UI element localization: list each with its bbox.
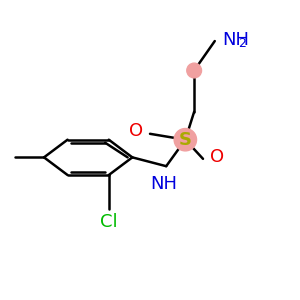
- Text: 2: 2: [238, 37, 246, 50]
- Circle shape: [187, 63, 202, 78]
- Text: Cl: Cl: [100, 213, 118, 231]
- Text: NH: NH: [222, 31, 249, 49]
- Text: NH: NH: [150, 175, 177, 193]
- Circle shape: [174, 128, 197, 151]
- Text: S: S: [179, 131, 192, 149]
- Text: O: O: [128, 122, 142, 140]
- Text: O: O: [210, 148, 224, 166]
